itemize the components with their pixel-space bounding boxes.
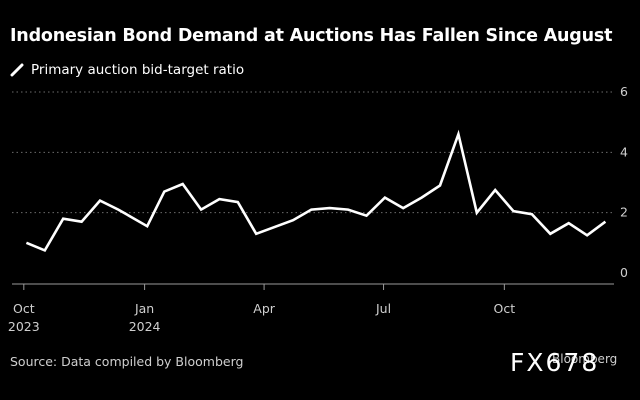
- series-line: [25, 129, 607, 253]
- y-tick-label: 6: [620, 84, 628, 99]
- source-note: Source: Data compiled by Bloomberg: [10, 354, 244, 369]
- y-axis: 0 2 4 6: [620, 84, 628, 280]
- y-tick-label: 0: [620, 265, 628, 280]
- x-tick-label: Oct: [494, 301, 516, 316]
- gridlines: [12, 91, 614, 285]
- watermark: FX678: [510, 348, 600, 377]
- brand-logo: Bloomberg: [552, 352, 618, 366]
- x-axis: Oct 2023 Jan 2024 Apr Jul Oct: [8, 284, 515, 334]
- x-tick-label: Jan: [134, 301, 154, 316]
- y-tick-label: 2: [620, 205, 628, 220]
- x-tick-label: Jul: [375, 301, 391, 316]
- x-tick-label: Apr: [253, 301, 275, 316]
- series-layer: [25, 129, 607, 253]
- x-tick-label: Oct: [13, 301, 35, 316]
- x-tick-label: 2024: [129, 319, 161, 334]
- x-tick-label: 2023: [8, 319, 40, 334]
- y-tick-label: 4: [620, 144, 628, 159]
- legend-line-icon: [10, 63, 24, 77]
- legend-label: Primary auction bid-target ratio: [31, 62, 245, 78]
- legend: Primary auction bid-target ratio: [10, 62, 244, 78]
- chart-title: Indonesian Bond Demand at Auctions Has F…: [10, 26, 613, 46]
